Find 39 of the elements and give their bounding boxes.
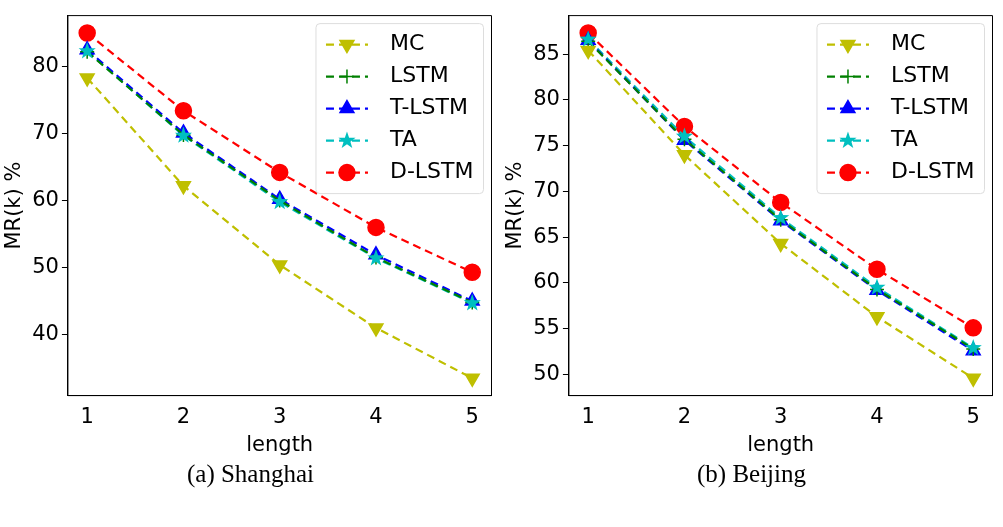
y-axis-title: MR(k) % [1,161,26,250]
y-tick-label: 70 [533,177,560,202]
y-tick-label: 40 [32,321,59,346]
y-tick-label: 75 [533,132,560,157]
y-tick-label: 80 [32,52,59,77]
x-axis-title: length [246,431,314,456]
x-tick-label: 4 [870,403,884,428]
x-axis-title: length [747,431,815,456]
x-tick-label: 1 [80,403,94,428]
y-tick-label: 65 [533,223,560,248]
legend-label: D-LSTM [890,158,975,184]
x-tick-label: 5 [465,403,479,428]
legend-label: TA [388,126,417,152]
x-tick-label: 4 [369,403,383,428]
text: (b) Beijing [696,460,807,488]
x-tick-label: 3 [774,403,788,428]
legend-label: T-LSTM [889,94,969,120]
legend-label: LSTM [389,62,449,88]
legend-label: D-LSTM [389,158,474,184]
legend-label: TA [889,126,918,152]
x-tick-label: 3 [273,403,287,428]
y-axis-title: MR(k) % [502,161,527,250]
text: (a) Shanghai [185,460,315,488]
y-tick-label: 80 [533,86,560,111]
x-tick-label: 2 [176,403,191,428]
y-tick-label: 50 [533,360,560,385]
legend-label: T-LSTM [388,94,468,120]
x-tick-label: 2 [677,403,692,428]
legend-label: MC [389,30,425,56]
x-tick-label: 1 [581,403,595,428]
y-tick-label: 70 [32,120,59,145]
legend-label: LSTM [890,62,950,88]
y-tick-label: 55 [533,315,560,340]
y-tick-label: 60 [533,269,560,294]
y-tick-label: 60 [32,187,59,212]
x-tick-label: 5 [966,403,980,428]
y-tick-label: 85 [533,40,560,65]
legend-label: MC [890,30,926,56]
y-tick-label: 50 [32,254,59,279]
